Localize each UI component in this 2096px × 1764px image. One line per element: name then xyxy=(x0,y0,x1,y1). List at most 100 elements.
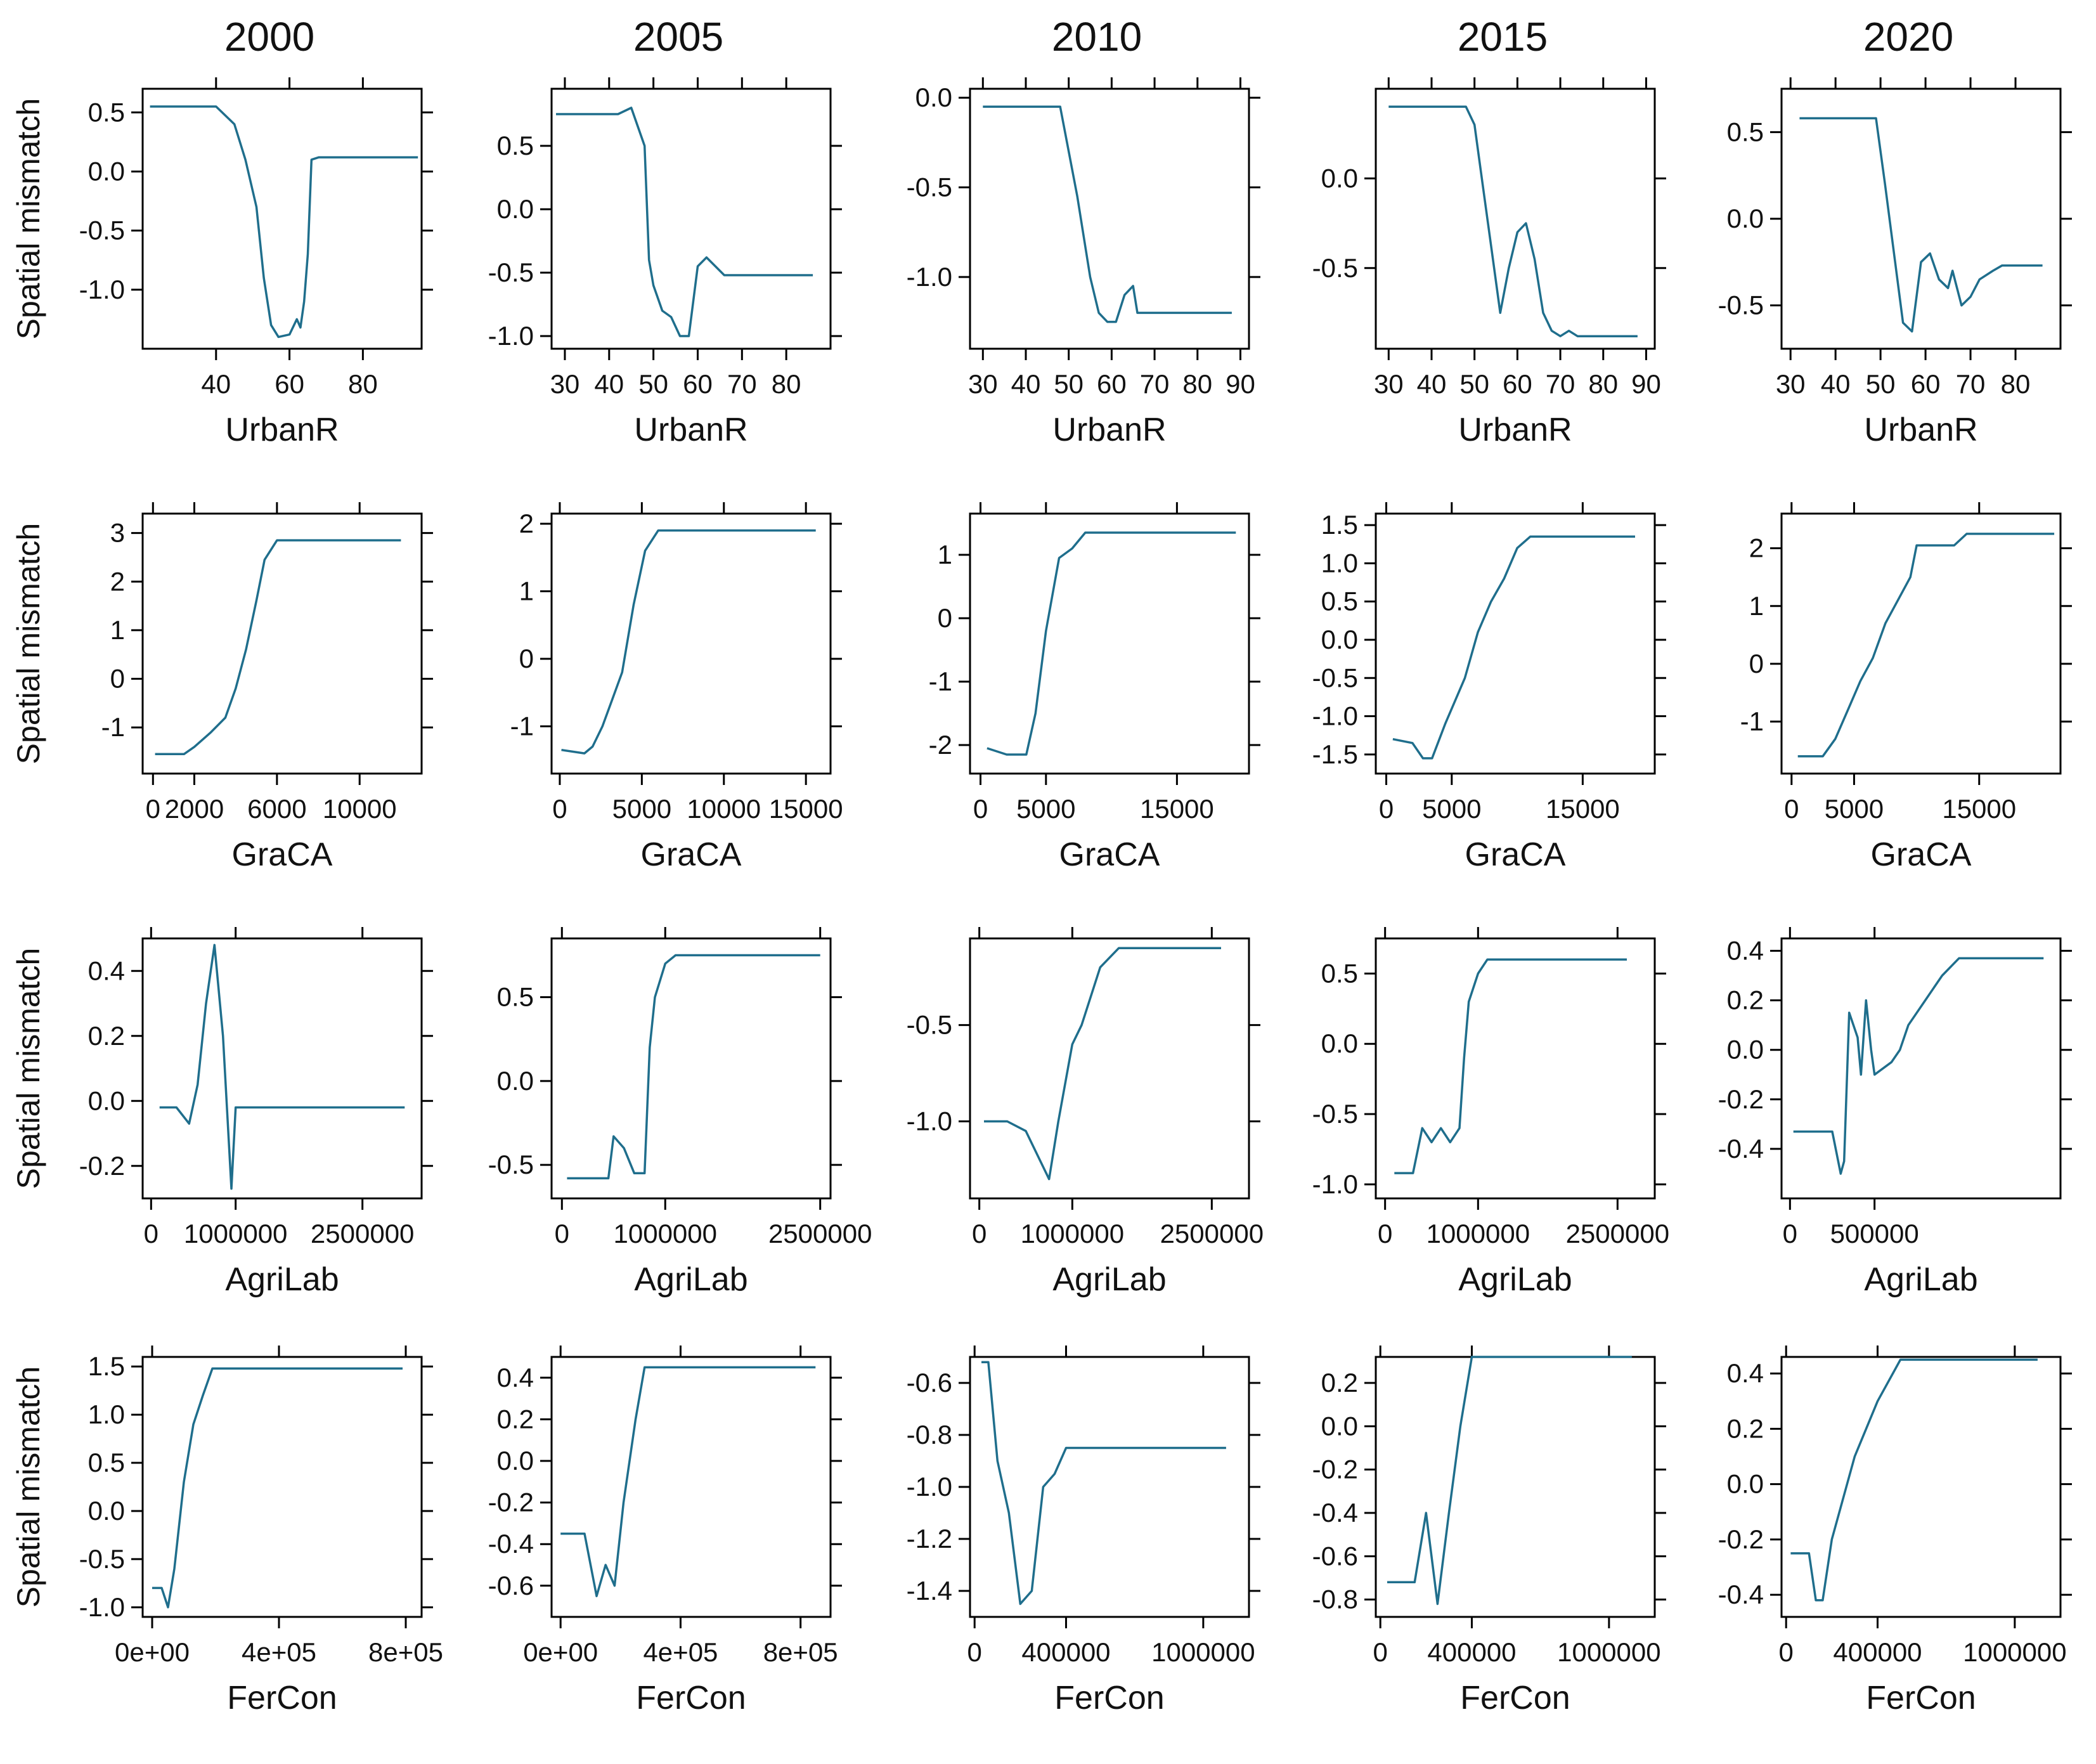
x-axis-label: AgriLab xyxy=(225,1261,339,1298)
y-tick-label: -0.5 xyxy=(488,1150,534,1179)
y-tick-label: -1.0 xyxy=(1312,1169,1358,1199)
panel-2020-AgriLab: 0 500000 0.4 0.2 0.0 -0.2 -0.4 AgriLab xyxy=(1718,927,2072,1298)
x-tick-label: 1000000 xyxy=(184,1219,288,1248)
x-tick-label: 80 xyxy=(1182,369,1212,399)
series-line xyxy=(983,105,1232,323)
y-tick-label: 0.0 xyxy=(1727,204,1764,233)
x-axis-label: UrbanR xyxy=(1052,412,1166,448)
series-line xyxy=(987,531,1236,756)
y-tick-label: 0.0 xyxy=(1321,163,1358,193)
y-tick-label: -1.0 xyxy=(79,1592,125,1622)
x-axis-label: FerCon xyxy=(1460,1680,1570,1716)
x-tick-label: 5000 xyxy=(1016,794,1075,824)
x-tick-label: 0 xyxy=(1379,794,1394,824)
x-tick-label: 80 xyxy=(1588,369,1618,399)
x-tick-label: 60 xyxy=(683,369,713,399)
y-tick-label: 0.5 xyxy=(1321,587,1358,616)
series-line xyxy=(1797,533,2055,758)
x-axis-label: AgriLab xyxy=(1864,1261,1977,1298)
y-tick-label: 0.2 xyxy=(1727,1413,1764,1443)
y-tick-label: 0.4 xyxy=(88,956,125,985)
panel-2010-UrbanR: 30 40 50 60 70 80 90 0.0 -0.5 -1.0 UrbanR xyxy=(907,77,1260,448)
x-tick-label: 1000000 xyxy=(1021,1219,1125,1248)
y-tick-label: 0.0 xyxy=(915,82,952,112)
x-tick-label: 2500000 xyxy=(1160,1219,1264,1248)
panel-2015-AgriLab: 0 1000000 2500000 0.5 0.0 -0.5 -1.0 AgriLab xyxy=(1312,927,1669,1298)
y-tick-label: -0.4 xyxy=(488,1529,534,1559)
x-tick-label: 30 xyxy=(1776,369,1806,399)
x-axis-label: UrbanR xyxy=(1458,412,1572,448)
y-tick-label: 0.0 xyxy=(1321,1411,1358,1441)
x-axis-label: UrbanR xyxy=(225,412,339,448)
panel-2005-AgriLab: 0e+00 4e+05 8e+05 0.4 0.2 0.0 -0.2 -0.4 -0.6 FerC… xyxy=(488,1346,842,1716)
x-tick-label: 60 xyxy=(1911,369,1941,399)
plot-frame xyxy=(969,512,1250,775)
y-tick-label: -1.0 xyxy=(907,262,952,292)
plot-frame xyxy=(141,937,423,1200)
panel-2000-UrbanR: 40 60 80 0.5 0.0 -0.5 -1.0 UrbanR xyxy=(79,77,433,448)
x-tick-label: 70 xyxy=(1956,369,1986,399)
plot-frame xyxy=(969,937,1250,1200)
y-tick-label: 0 xyxy=(519,644,534,673)
x-axis-label: FerCon xyxy=(1054,1680,1164,1716)
plot-frame xyxy=(1375,512,1656,775)
plot-frame xyxy=(550,512,832,775)
x-tick-label: 0 xyxy=(972,1219,987,1248)
x-tick-label: 5000 xyxy=(612,794,671,824)
x-tick-label: 1000000 xyxy=(1426,1219,1530,1248)
series-line xyxy=(155,539,401,756)
y-tick-label: 0.0 xyxy=(1321,1028,1358,1058)
y-tick-label: -0.2 xyxy=(79,1151,125,1181)
y-tick-label: -0.5 xyxy=(1718,290,1764,320)
series-line xyxy=(1392,535,1635,760)
x-tick-label: 2500000 xyxy=(311,1219,415,1248)
y-axis-label: Spatial mismatch xyxy=(11,98,46,340)
y-tick-label: -0.8 xyxy=(1312,1585,1358,1614)
x-axis-label: GraCA xyxy=(641,836,742,873)
y-tick-label: -0.5 xyxy=(907,1010,952,1040)
x-tick-label: 0 xyxy=(555,1219,569,1248)
y-tick-label: -1 xyxy=(929,666,952,696)
y-tick-label: -1 xyxy=(1740,706,1764,736)
x-tick-label: 0 xyxy=(967,1637,982,1667)
x-axis-label: GraCA xyxy=(1465,836,1566,873)
x-axis-label: GraCA xyxy=(1871,836,1972,873)
y-tick-label: -0.5 xyxy=(1312,1099,1358,1129)
x-axis-label: FerCon xyxy=(636,1680,746,1716)
x-tick-label: 60 xyxy=(1097,369,1127,399)
x-tick-label: 0 xyxy=(144,1219,158,1248)
series-line xyxy=(984,947,1221,1181)
y-tick-label: -2 xyxy=(929,730,952,760)
y-tick-label: 2 xyxy=(1749,533,1764,563)
y-axis-label: Spatial mismatch xyxy=(11,523,46,765)
x-tick-label: 500000 xyxy=(1830,1219,1919,1248)
y-tick-label: -1.4 xyxy=(907,1576,952,1605)
x-tick-label: 10000 xyxy=(687,794,761,824)
panel-2015-GraCA: 0 5000 15000 1.5 1.0 0.5 0.0 -0.5 -1.0 -1.5 GraCA xyxy=(1312,502,1666,873)
y-tick-label: 0.2 xyxy=(497,1404,534,1434)
panel-2010-GraCA: 0 5000 15000 1 0 -1 -2 GraCA xyxy=(929,502,1260,873)
y-tick-label: 0.2 xyxy=(88,1021,125,1051)
y-tick-label: -0.5 xyxy=(488,257,534,287)
y-tick-label: 0.4 xyxy=(1727,1358,1764,1388)
y-tick-label: -0.2 xyxy=(1718,1084,1764,1114)
y-tick-label: -0.5 xyxy=(1312,663,1358,692)
y-tick-label: -1 xyxy=(101,712,125,742)
plot-frame xyxy=(1780,1356,2062,1618)
series-line xyxy=(567,954,820,1180)
plot-frame xyxy=(1375,88,1656,350)
y-tick-label: -0.8 xyxy=(907,1420,952,1449)
series-line xyxy=(981,1361,1226,1605)
x-tick-label: 8e+05 xyxy=(763,1637,838,1667)
y-tick-label: 0.5 xyxy=(497,131,534,160)
x-tick-label: 5000 xyxy=(1825,794,1884,824)
x-tick-label: 4e+05 xyxy=(242,1637,316,1667)
y-tick-label: 1.0 xyxy=(1321,548,1358,578)
plot-frame xyxy=(1375,1356,1656,1618)
x-tick-label: 80 xyxy=(348,369,378,399)
y-tick-label: 0.0 xyxy=(497,194,534,224)
series-line xyxy=(159,944,405,1190)
x-axis-label: AgriLab xyxy=(1052,1261,1166,1298)
y-tick-label: 1 xyxy=(519,576,534,606)
